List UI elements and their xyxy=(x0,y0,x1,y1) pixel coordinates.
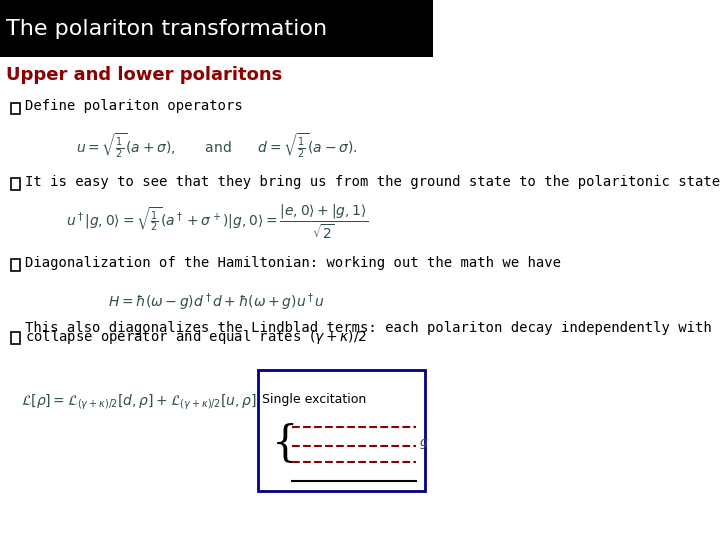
Bar xyxy=(11,103,20,114)
Text: $\mathcal{L}[\rho] = \mathcal{L}_{(\gamma+\kappa)/2}[d,\rho] + \mathcal{L}_{(\ga: $\mathcal{L}[\rho] = \mathcal{L}_{(\gamm… xyxy=(21,393,256,412)
Text: {: { xyxy=(272,423,298,465)
Bar xyxy=(11,259,20,271)
Text: Diagonalization of the Hamiltonian: working out the math we have: Diagonalization of the Hamiltonian: work… xyxy=(25,256,561,270)
Text: collapse operator and equal rates $(\gamma + \kappa)/2$: collapse operator and equal rates $(\gam… xyxy=(25,328,367,347)
Text: It is easy to see that they bring us from the ground state to the polaritonic st: It is easy to see that they bring us fro… xyxy=(25,175,720,189)
Text: Upper and lower polaritons: Upper and lower polaritons xyxy=(6,65,283,84)
Bar xyxy=(258,370,425,491)
Bar xyxy=(11,332,20,344)
Text: $u = \sqrt{\frac{1}{2}}(a+\sigma), \qquad \mathrm{and} \qquad d = \sqrt{\frac{1}: $u = \sqrt{\frac{1}{2}}(a+\sigma), \qqua… xyxy=(76,132,357,160)
Text: $g$: $g$ xyxy=(419,437,429,451)
Text: Define polariton operators: Define polariton operators xyxy=(25,99,243,113)
Text: $u^\dagger|g,0\rangle = \sqrt{\frac{1}{2}}(a^\dagger + \sigma^+)|g,0\rangle = \d: $u^\dagger|g,0\rangle = \sqrt{\frac{1}{2… xyxy=(66,202,368,240)
Bar xyxy=(0,0,433,57)
Bar xyxy=(11,178,20,190)
Text: Single excitation: Single excitation xyxy=(262,393,366,406)
Text: $H = \hbar(\omega - g)d^\dagger d + \hbar(\omega + g)u^\dagger u$: $H = \hbar(\omega - g)d^\dagger d + \hba… xyxy=(108,292,325,313)
Text: The polariton transformation: The polariton transformation xyxy=(6,18,328,39)
Text: This also diagonalizes the Lindblad terms: each polariton decay independently wi: This also diagonalizes the Lindblad term… xyxy=(25,321,720,335)
